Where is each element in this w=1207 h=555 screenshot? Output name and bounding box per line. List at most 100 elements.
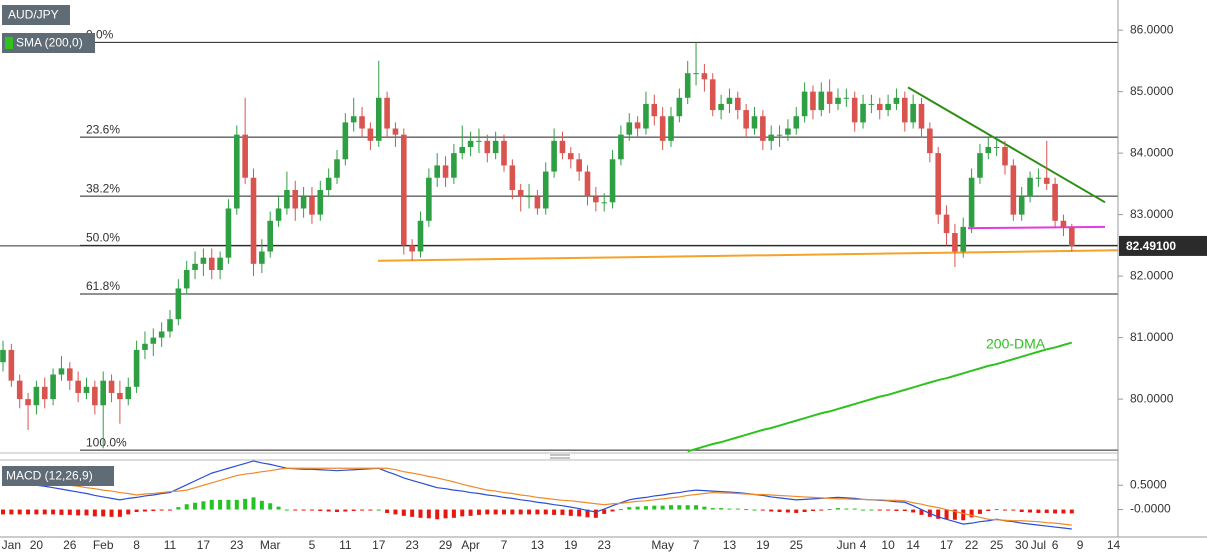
macd-histogram-bar (969, 509, 974, 518)
macd-histogram-bar (911, 509, 916, 513)
x-tick-label: 29 (439, 538, 453, 552)
candle-body (476, 140, 482, 142)
macd-histogram-bar (827, 509, 832, 511)
y-tick-label: 85.0000 (1130, 84, 1174, 98)
candle-body (58, 368, 65, 375)
macd-histogram-bar (710, 508, 715, 510)
macd-histogram-bar (368, 509, 373, 511)
candle-body (234, 134, 240, 209)
candle-body (952, 233, 958, 252)
y-tick-label: 80.0000 (1130, 391, 1174, 405)
macd-histogram-bar (309, 509, 314, 511)
candle-body (501, 140, 507, 166)
macd-histogram-bar (376, 509, 381, 511)
candle-body (259, 251, 265, 264)
macd-histogram-bar (802, 509, 807, 512)
macd-histogram-bar (259, 500, 264, 510)
candle-body (100, 380, 106, 406)
macd-histogram-bar (426, 509, 431, 519)
macd-y-tick-label: -0.0000 (1130, 502, 1171, 516)
symbol-label: AUD/JPY (8, 8, 59, 22)
macd-histogram-bar (201, 501, 206, 510)
fib-label: 100.0% (86, 435, 127, 449)
x-tick-label: 17 (197, 538, 211, 552)
macd-histogram-bar (886, 509, 891, 511)
x-tick-label: 19 (756, 538, 770, 552)
candle-body (225, 208, 232, 258)
candle-body (1010, 165, 1017, 215)
macd-histogram-bar (769, 509, 774, 512)
candle-body (16, 380, 23, 400)
macd-histogram-bar (543, 509, 548, 515)
macd-histogram-bar (652, 505, 657, 510)
macd-histogram-bar (585, 509, 590, 518)
resize-handle[interactable] (550, 454, 570, 459)
candle-body (325, 177, 332, 191)
macd-histogram-bar (76, 509, 81, 516)
macd-histogram-bar (209, 499, 214, 510)
y-tick-label: 81.0000 (1130, 330, 1174, 344)
candle-body (434, 165, 440, 178)
x-tick-label: 13 (723, 538, 737, 552)
macd-histogram-bar (944, 509, 949, 520)
macd-histogram-bar (284, 509, 289, 511)
macd-histogram-bar (385, 509, 390, 513)
macd-legend-label: MACD (12,26,9) (6, 469, 93, 483)
signal-line (2, 467, 1072, 526)
candle-body (409, 245, 415, 252)
sma-annotation: 200-DMA (986, 336, 1046, 352)
axis-layer: 80.0000 81.0000 82.0000 83.0000 84.0000 85.00… (2, 22, 1207, 552)
x-tick-label: 4 (860, 538, 867, 552)
x-tick-label: 7 (501, 538, 508, 552)
macd-histogram-bar (343, 509, 348, 512)
macd-histogram-bar (643, 506, 648, 510)
macd-histogram-bar (51, 509, 56, 515)
candle-body (785, 128, 791, 135)
x-tick-label: 7 (693, 538, 700, 552)
fib-label: 23.6% (86, 122, 120, 136)
y-tick-label: 86.0000 (1130, 22, 1174, 36)
macd-histogram-bar (527, 509, 532, 515)
macd-histogram-bar (485, 509, 490, 515)
macd-histogram-bar (243, 498, 248, 510)
candle-body (484, 140, 491, 154)
fib-label: 61.8% (86, 279, 120, 293)
fib-label: 50.0% (86, 231, 120, 245)
last-price-label: 82.49100 (1126, 239, 1176, 253)
candle-body (417, 220, 424, 252)
macd-histogram-bar (568, 509, 573, 516)
macd-histogram-bar (727, 508, 732, 510)
x-tick-label: 5 (309, 538, 316, 552)
candle-body (117, 392, 123, 400)
candle-body (668, 116, 674, 141)
candle-body (526, 196, 532, 198)
x-tick-label: 19 (564, 538, 578, 552)
candle-body (392, 128, 399, 135)
candle-body (643, 103, 649, 129)
x-tick-label: 10 (881, 538, 895, 552)
candle-body (67, 368, 73, 381)
x-tick-label: Feb (93, 538, 114, 552)
x-tick-label: 14 (906, 538, 920, 552)
macd-histogram-bar (218, 499, 223, 510)
macd-histogram-bar (861, 509, 866, 511)
y-tick-label: 83.0000 (1130, 207, 1174, 221)
x-tick-label: 6 (1052, 538, 1059, 552)
macd-histogram-bar (618, 509, 623, 511)
candle-body (843, 97, 850, 99)
macd-histogram-bar (1069, 509, 1074, 514)
macd-histogram-bar (702, 506, 707, 510)
candle-body (459, 146, 466, 154)
candle-body (885, 103, 891, 111)
candle-body (8, 349, 15, 381)
macd-legend[interactable]: MACD (12,26,9) (2, 466, 114, 486)
macd-histogram-bar (493, 509, 498, 515)
candle-body (442, 165, 449, 178)
candle-body (542, 171, 549, 209)
sma-legend[interactable]: SMA (200,0) (2, 33, 95, 53)
macd-histogram-bar (435, 509, 440, 520)
candle-body (284, 190, 290, 209)
candle-body (1018, 196, 1025, 215)
macd-histogram-bar (735, 508, 740, 510)
